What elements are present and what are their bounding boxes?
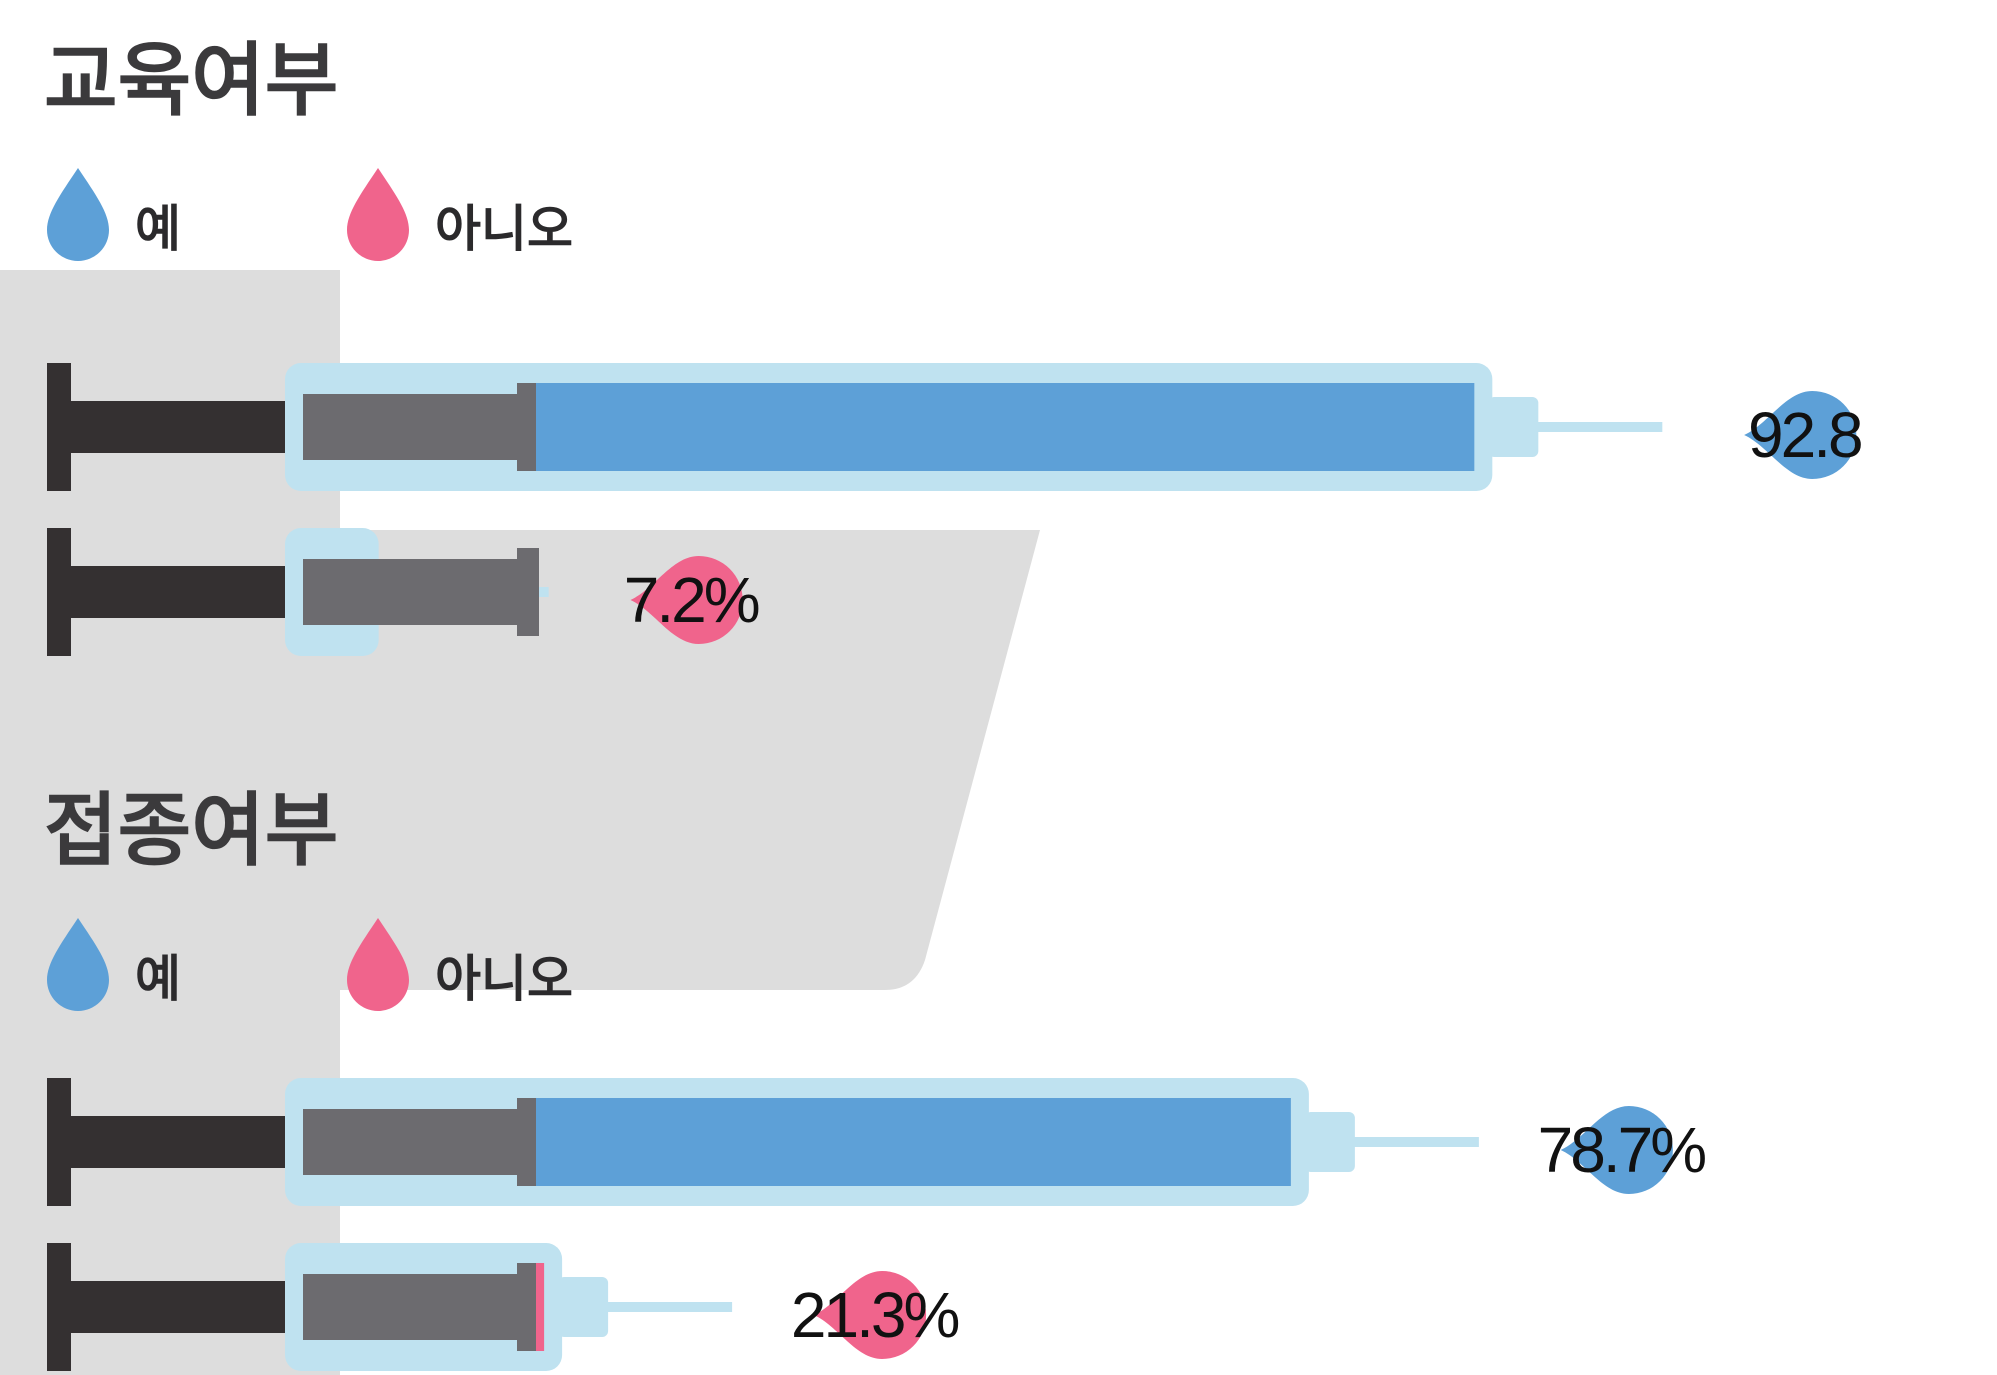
drop-icon-no	[347, 918, 409, 1011]
plunger-inner	[303, 1274, 518, 1340]
syringe-nozzle	[1488, 397, 1539, 457]
value-drop-icon	[630, 556, 743, 644]
plunger-handle	[47, 528, 71, 656]
legend-yes-label: 예	[135, 200, 181, 258]
plunger-rod	[71, 401, 291, 453]
plunger-inner	[303, 394, 518, 460]
value-drop-icon	[1744, 391, 1857, 479]
section-education: 교육여부 예 아니오 92.8 7.2%	[44, 34, 1864, 656]
plunger-handle	[47, 1078, 71, 1206]
syringe-bars: 92.8 7.2%	[47, 363, 1864, 656]
value-drop-icon	[813, 1271, 927, 1359]
value-label: 21.3%	[791, 1279, 959, 1351]
section-vaccination: 접종여부 예 아니오 78.7% 21.3%	[44, 784, 1708, 1371]
plunger-handle	[47, 1243, 71, 1371]
legend-yes: 예	[47, 168, 181, 261]
legend-no-label: 아니오	[435, 200, 573, 258]
plunger-stopper	[517, 1263, 539, 1351]
bar-fill-yes	[536, 383, 1475, 471]
syringe-bar-no: 21.3%	[47, 1243, 961, 1371]
legend-no: 아니오	[347, 918, 573, 1011]
syringe-bars: 78.7% 21.3%	[47, 1078, 1708, 1371]
syringe-bar-yes: 92.8	[47, 363, 1864, 491]
legend-no: 아니오	[347, 168, 573, 261]
plunger-rod	[71, 566, 291, 618]
drop-icon-yes	[47, 918, 109, 1011]
syringe-needle	[606, 1302, 733, 1312]
value-drop-icon	[1560, 1106, 1673, 1194]
drop-icon-yes	[47, 168, 109, 261]
plunger-inner	[303, 1109, 518, 1175]
syringe-needle	[1352, 1137, 1479, 1147]
plunger-stopper	[517, 548, 539, 636]
syringe-bar-yes: 78.7%	[47, 1078, 1708, 1206]
value-label: 7.2%	[624, 564, 759, 636]
syringe-needle	[1536, 422, 1663, 432]
legend-yes: 예	[47, 918, 181, 1011]
legend-no-label: 아니오	[435, 950, 573, 1008]
plunger-stopper	[517, 1098, 539, 1186]
plunger-handle	[47, 363, 71, 491]
bar-fill-yes	[536, 1098, 1291, 1186]
bar-fill-no	[536, 1263, 545, 1351]
plunger-rod	[71, 1281, 291, 1333]
drop-icon-no	[347, 168, 409, 261]
background-panel	[0, 270, 1040, 1375]
plunger-rod	[71, 1116, 291, 1168]
syringe-nozzle	[1304, 1112, 1355, 1172]
syringe-bar-no: 7.2%	[47, 528, 762, 656]
plunger-stopper	[517, 383, 539, 471]
plunger-inner	[303, 559, 518, 625]
section-title: 접종여부	[44, 784, 338, 877]
section-title: 교육여부	[44, 34, 338, 127]
syringe-nozzle	[558, 1277, 609, 1337]
value-label: 78.7%	[1538, 1114, 1706, 1186]
legend-yes-label: 예	[135, 950, 181, 1008]
value-label: 92.8	[1748, 399, 1861, 471]
